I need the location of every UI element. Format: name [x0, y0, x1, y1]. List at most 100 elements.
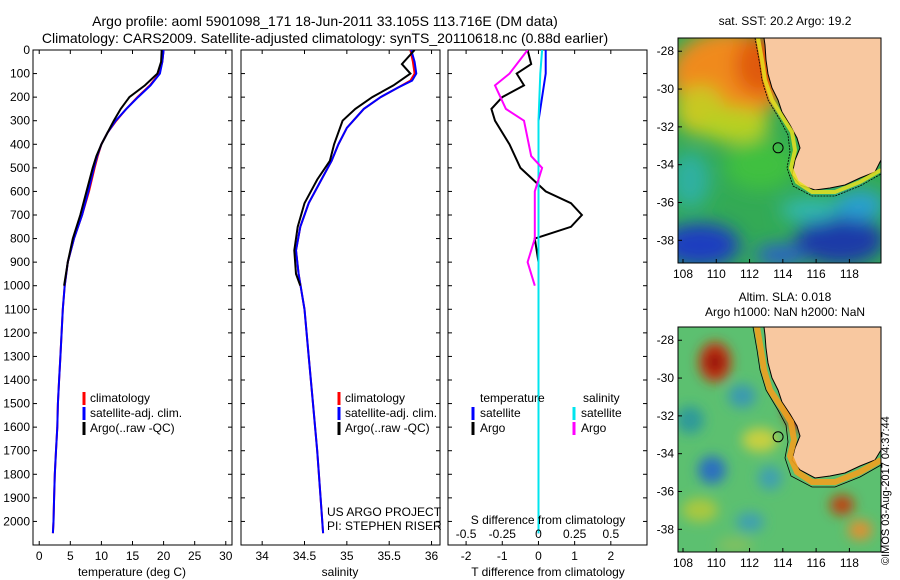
- legend-satellite: satellite-adj. clim.: [90, 406, 182, 420]
- x-tick-label: 36: [425, 549, 439, 563]
- y-tick-label: 100: [10, 67, 30, 81]
- sst-float-marker: [772, 142, 784, 154]
- salinity-axes-frame: [240, 49, 441, 546]
- x-tick-label: 5: [67, 549, 74, 563]
- y-tick-label: 600: [10, 184, 30, 198]
- x-tick-label: 35: [340, 549, 354, 563]
- map-y-tick-label: -32: [657, 120, 675, 134]
- y-tick-label: 300: [10, 114, 30, 128]
- map-y-tick-label: -32: [657, 409, 675, 423]
- figure-title-line-1: Argo profile: aoml 5901098_171 18-Jun-20…: [92, 13, 558, 29]
- sla-map-frame: [677, 326, 882, 553]
- difference-panel: -2 -1 0 1 2 T difference from climatology S …: [447, 49, 648, 579]
- legend-satellite: satellite-adj. clim.: [345, 406, 437, 420]
- x-tick-label: 20: [157, 549, 171, 563]
- sst-shelf-contour: [754, 38, 881, 197]
- sla-coastal-band: [754, 327, 881, 485]
- legend-climatology: climatology: [345, 391, 405, 405]
- map-x-tick-label: 118: [840, 267, 859, 281]
- map-x-tick-label: 118: [840, 556, 859, 570]
- map-y-tick-label: -38: [657, 522, 675, 536]
- salinity-legend: climatology satellite-adj. clim. Argo(..…: [337, 391, 437, 435]
- y-tick-label: 900: [10, 255, 30, 269]
- series-line: [537, 50, 544, 534]
- map-y-tick-label: -36: [657, 484, 675, 498]
- legend-t-argo: Argo: [480, 421, 506, 435]
- legend-argo: Argo(..raw -QC): [90, 421, 175, 435]
- legend-s-satellite: satellite: [581, 406, 622, 420]
- x-tick-label: 34.5: [293, 549, 317, 563]
- y-tick-label: 500: [10, 161, 30, 175]
- map-x-tick-label: 114: [773, 556, 792, 570]
- y-tick-label: 1600: [3, 420, 30, 434]
- sst-map: 108 110 112 114 116 118 -28 -30 -32 -34 -36 -38: [657, 37, 882, 281]
- sla-land-mass: [763, 327, 881, 479]
- series-line: [293, 50, 416, 287]
- temperature-legend: climatology satellite-adj. clim. Argo(..…: [82, 391, 182, 435]
- series-line: [51, 50, 165, 534]
- figure-title-line-2: Climatology: CARS2009. Satellite-adjuste…: [41, 30, 609, 46]
- y-tick-label: 2000: [3, 514, 30, 528]
- map-x-tick-label: 112: [740, 556, 759, 570]
- series-line: [490, 50, 584, 286]
- y-tick-label: 200: [10, 90, 30, 104]
- x-tick-label: 0: [535, 549, 542, 563]
- map-x-tick-label: 116: [807, 556, 826, 570]
- y-tick-label: 1500: [3, 397, 30, 411]
- x-tick-label: 34: [255, 549, 269, 563]
- y-tick-label: 1200: [3, 326, 30, 340]
- y-tick-label: 1000: [3, 279, 30, 293]
- map-x-tick-label: 114: [773, 267, 792, 281]
- x-tick-label: 30: [219, 549, 233, 563]
- x-tick-label: 10: [95, 549, 109, 563]
- x-tick-label: 35.5: [378, 549, 402, 563]
- x-tick-label: 0: [36, 549, 43, 563]
- sla-float-marker: [772, 431, 784, 443]
- legend-temperature-header: temperature: [480, 391, 545, 405]
- x-tick-label: -1: [497, 549, 508, 563]
- sla-map-title-line-1: Altim. SLA: 0.018: [738, 290, 832, 304]
- project-label: US ARGO PROJECT: [327, 505, 442, 519]
- legend-climatology: climatology: [90, 391, 150, 405]
- map-y-tick-label: -28: [657, 333, 675, 347]
- temperature-panel: 0100200300400500600700800900100011001200…: [3, 43, 232, 579]
- y-tick-label: 700: [10, 208, 30, 222]
- sst-land-mass: [763, 38, 881, 191]
- sla-map: 108 110 112 114 116 118 -28 -30 -32 -34 -36 -38: [657, 326, 882, 570]
- sst-map-title: sat. SST: 20.2 Argo: 19.2: [718, 14, 852, 28]
- series-line: [493, 50, 544, 286]
- x-tick-label: 15: [126, 549, 140, 563]
- s-diff-tick-label: 0.25: [563, 527, 587, 541]
- y-tick-label: 0: [23, 43, 30, 57]
- sla-map-title-line-2: Argo h1000: NaN h2000: NaN: [704, 305, 866, 319]
- y-tick-label: 400: [10, 137, 30, 151]
- map-x-tick-label: 116: [807, 267, 826, 281]
- map-y-tick-label: -30: [657, 371, 675, 385]
- map-y-tick-label: -28: [657, 44, 675, 58]
- legend-argo: Argo(..raw -QC): [345, 421, 430, 435]
- sla-shelf-contour: [752, 327, 881, 488]
- s-diff-tick-label: 0: [535, 527, 542, 541]
- s-diff-tick-label: -0.5: [456, 527, 477, 541]
- map-y-tick-label: -34: [657, 447, 675, 461]
- map-y-tick-label: -30: [657, 82, 675, 96]
- salinity-panel: 34 34.5 35 35.5 36 salinity climatology sate…: [240, 49, 442, 579]
- y-tick-label: 1100: [4, 302, 30, 316]
- y-tick-label: 1900: [3, 491, 30, 505]
- y-tick-label: 1800: [3, 467, 30, 481]
- series-line: [63, 50, 163, 286]
- map-y-tick-label: -34: [657, 158, 675, 172]
- pi-label: PI: STEPHEN RISER: [327, 519, 442, 533]
- salinity-xlabel: salinity: [322, 565, 359, 579]
- s-diff-tick-label: 0.5: [602, 527, 619, 541]
- map-x-tick-label: 110: [707, 556, 726, 570]
- legend-salinity-header: salinity: [583, 391, 620, 405]
- x-tick-label: 2: [607, 549, 614, 563]
- x-tick-label: 25: [188, 549, 202, 563]
- map-y-tick-label: -38: [657, 233, 675, 247]
- temperature-xlabel: temperature (deg C): [78, 565, 186, 579]
- t-difference-xlabel: T difference from climatology: [471, 565, 625, 579]
- x-tick-label: 1: [571, 549, 578, 563]
- sst-coastal-band: [756, 38, 881, 194]
